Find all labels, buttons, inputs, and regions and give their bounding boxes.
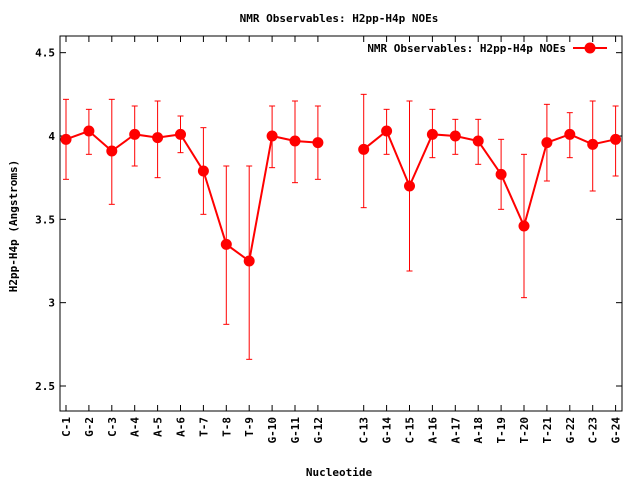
- data-point: [152, 132, 164, 144]
- x-tick-label: A-5: [152, 417, 165, 437]
- y-axis-label: H2pp-H4p (Angstroms): [7, 160, 20, 292]
- data-point: [129, 128, 141, 140]
- data-point: [358, 143, 370, 155]
- plot-border: [59, 35, 623, 412]
- chart-title: NMR Observables: H2pp-H4p NOEs: [240, 12, 439, 25]
- data-point: [381, 125, 393, 137]
- data-point: [518, 220, 530, 232]
- x-tick-label: C-15: [404, 417, 417, 444]
- plot-frame: [59, 35, 623, 412]
- x-tick-label: G-11: [289, 417, 302, 444]
- x-tick-label: T-9: [243, 417, 256, 437]
- x-axis-label: Nucleotide: [306, 466, 373, 479]
- x-tick-label: A-6: [175, 417, 188, 437]
- data-point: [610, 133, 622, 145]
- series-lines: [65, 129, 616, 263]
- x-axis-ticks: C-1 G-2 C-3 A-4 A-5 A-6 T-7 T-8 T-9 G-10 G-11 G-12 C…: [60, 36, 623, 444]
- data-point: [243, 255, 255, 267]
- x-tick-label: G-10: [266, 417, 279, 444]
- error-bars: [63, 93, 619, 360]
- series-line: [65, 129, 318, 263]
- data-point: [175, 128, 186, 140]
- y-tick-label: 4.5: [35, 47, 55, 60]
- data-point: [266, 130, 278, 142]
- x-tick-label: T-20: [518, 417, 531, 444]
- data-point: [106, 145, 118, 157]
- y-tick-label: 2.5: [35, 380, 55, 393]
- legend-marker: [584, 42, 596, 54]
- series-line: [363, 129, 616, 229]
- data-point: [587, 138, 599, 150]
- data-point: [60, 133, 72, 145]
- y-tick-label: 4: [48, 130, 55, 143]
- series-points: [60, 125, 622, 267]
- x-tick-label: G-22: [564, 417, 577, 444]
- y-axis-ticks: 2.5 3 3.5 4 4.5: [35, 47, 622, 393]
- x-tick-label: A-17: [449, 417, 462, 444]
- x-tick-label: G-12: [312, 417, 325, 444]
- data-point: [449, 130, 461, 142]
- data-point: [312, 137, 324, 149]
- data-point: [404, 180, 415, 192]
- x-tick-label: T-8: [220, 417, 233, 437]
- x-tick-label: T-7: [197, 417, 210, 437]
- data-point: [564, 128, 576, 140]
- x-tick-label: G-14: [381, 417, 394, 444]
- x-tick-label: C-3: [106, 417, 119, 437]
- data-point: [541, 137, 553, 149]
- data-point: [197, 165, 209, 177]
- x-tick-label: C-23: [587, 417, 600, 444]
- x-tick-label: T-19: [495, 417, 508, 444]
- y-tick-label: 3: [48, 297, 55, 310]
- x-tick-label: T-21: [541, 417, 554, 444]
- y-tick-label: 3.5: [35, 213, 55, 226]
- data-point: [426, 128, 438, 140]
- x-tick-label: A-18: [472, 417, 485, 444]
- x-tick-label: C-13: [358, 417, 371, 444]
- x-tick-label: A-4: [129, 417, 142, 437]
- legend-label: NMR Observables: H2pp-H4p NOEs: [367, 42, 566, 55]
- data-point: [289, 135, 301, 147]
- x-tick-label: C-1: [60, 417, 73, 437]
- x-tick-label: A-16: [426, 417, 439, 444]
- x-tick-label: G-24: [610, 417, 623, 444]
- data-point: [83, 125, 95, 137]
- x-tick-label: G-2: [83, 417, 96, 437]
- data-point: [472, 135, 484, 147]
- data-point: [220, 238, 232, 250]
- legend: NMR Observables: H2pp-H4p NOEs: [367, 42, 607, 55]
- data-point: [495, 168, 507, 180]
